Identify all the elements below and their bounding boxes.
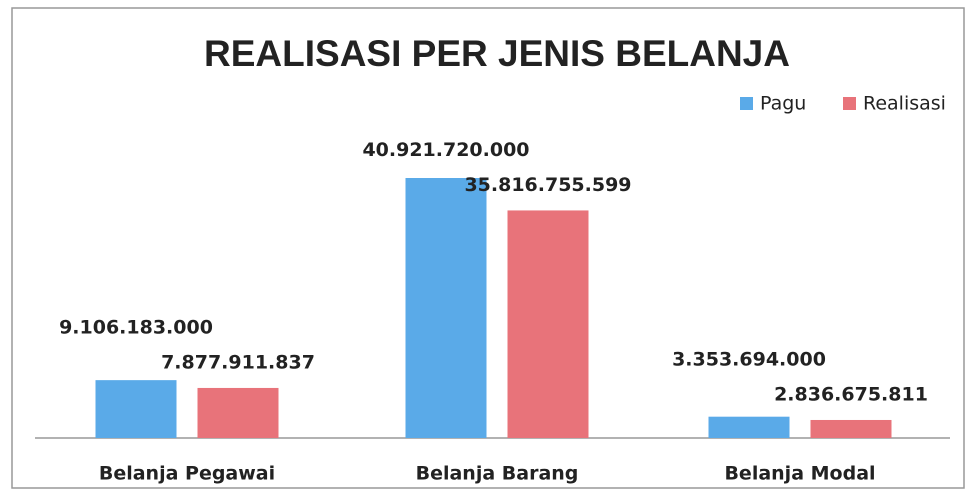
data-label: 9.106.183.000: [59, 316, 213, 338]
bar: [197, 387, 279, 438]
data-label: 3.353.694.000: [672, 348, 826, 370]
chart-title: REALISASI PER JENIS BELANJA: [204, 33, 790, 74]
data-label: 35.816.755.599: [464, 174, 631, 196]
bar: [810, 419, 892, 438]
legend-swatch: [843, 97, 856, 110]
bar: [405, 178, 487, 438]
x-tick-label: Belanja Pegawai: [99, 463, 275, 485]
legend-label: Realisasi: [863, 93, 946, 115]
x-tick-label: Belanja Barang: [416, 463, 579, 485]
data-label: 7.877.911.837: [161, 351, 315, 373]
legend-swatch: [740, 97, 753, 110]
data-label: 40.921.720.000: [362, 139, 529, 161]
legend-label: Pagu: [760, 93, 806, 115]
x-tick-label: Belanja Modal: [724, 463, 875, 485]
bar: [95, 380, 177, 438]
bar: [507, 210, 589, 438]
bar: [708, 416, 790, 438]
data-label: 2.836.675.811: [774, 383, 928, 405]
